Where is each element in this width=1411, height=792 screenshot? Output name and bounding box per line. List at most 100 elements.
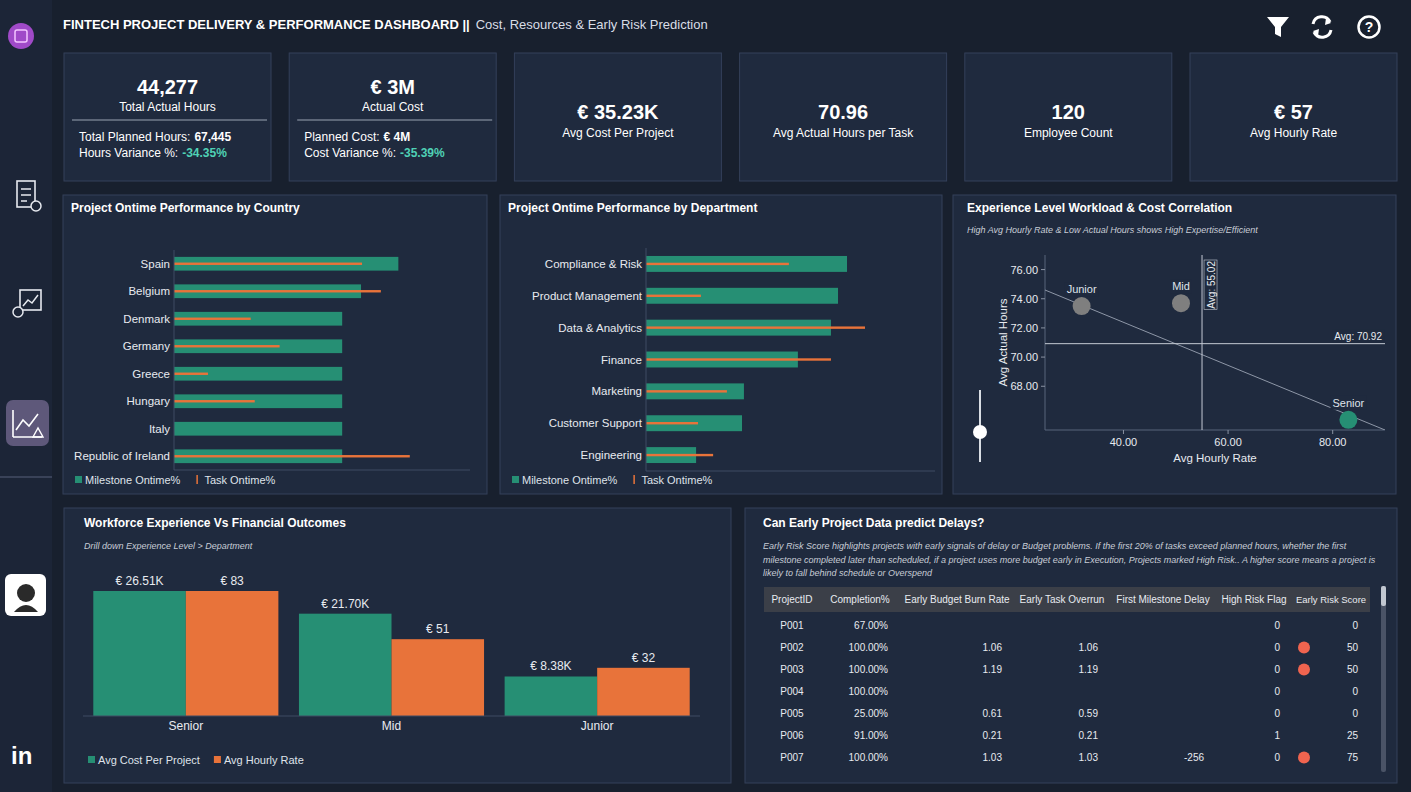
task-marker bbox=[646, 295, 701, 297]
column-header: Early Budget Burn Rate bbox=[904, 594, 1009, 605]
table-cell: 0 bbox=[1274, 686, 1280, 697]
category-label: Junior bbox=[581, 719, 614, 733]
table-cell: 100.00% bbox=[849, 686, 889, 697]
tick-label: 80.00 bbox=[1319, 436, 1347, 448]
plot-area bbox=[93, 591, 689, 716]
category-label: Marketing bbox=[592, 385, 643, 397]
legend-label: Avg Cost Per Project bbox=[98, 754, 200, 766]
bar bbox=[646, 256, 847, 272]
help-button[interactable]: ? bbox=[1365, 19, 1374, 35]
tick bbox=[1228, 430, 1229, 434]
tick bbox=[1041, 327, 1045, 328]
nav-active bbox=[6, 400, 49, 446]
separator bbox=[0, 477, 52, 478]
kpi-detail-value: € 4M bbox=[384, 130, 411, 144]
kpi-value: 44,277 bbox=[137, 76, 198, 98]
tick-label: 40.00 bbox=[1110, 436, 1138, 448]
plot-area bbox=[174, 257, 410, 463]
average-label: Avg: 70.92 bbox=[1334, 331, 1382, 342]
scrollbar-thumb bbox=[1381, 586, 1386, 606]
legend-label: Task Ontime% bbox=[204, 474, 275, 486]
kpi-value: € 57 bbox=[1274, 101, 1313, 123]
table-cell: 91.00% bbox=[854, 730, 888, 741]
table-cell: 0 bbox=[1352, 686, 1358, 697]
linkedin-link[interactable]: in bbox=[11, 742, 32, 769]
axis-line bbox=[83, 716, 700, 717]
trend-line bbox=[1045, 290, 1385, 430]
table-cell: 100.00% bbox=[849, 642, 889, 653]
column-header: First Milestone Delay bbox=[1116, 594, 1209, 605]
category-label: Senior bbox=[168, 719, 203, 733]
filter-icon bbox=[1267, 17, 1289, 37]
table-cell: 50 bbox=[1347, 642, 1359, 653]
axis-title: Avg Hourly Rate bbox=[1173, 452, 1257, 464]
chart-title: Project Ontime Performance by Country bbox=[71, 201, 300, 215]
bar bbox=[646, 415, 742, 431]
divider bbox=[72, 120, 267, 121]
table-cell: P004 bbox=[780, 686, 804, 697]
kpi-label: Avg Hourly Rate bbox=[1250, 126, 1337, 140]
chart-title: Project Ontime Performance by Department bbox=[508, 201, 757, 215]
table-cell: 1 bbox=[1274, 730, 1280, 741]
chart-title: Workforce Experience Vs Financial Outcom… bbox=[84, 516, 346, 530]
legend-swatch bbox=[196, 475, 198, 484]
bar bbox=[174, 394, 342, 408]
category-label: Customer Support bbox=[549, 417, 643, 429]
task-marker bbox=[646, 454, 713, 456]
category-label: Data & Analytics bbox=[558, 322, 642, 334]
table-cell: 0 bbox=[1274, 708, 1280, 719]
plot-area bbox=[646, 256, 865, 463]
chart-subtitle: High Avg Hourly Rate & Low Actual Hours … bbox=[967, 225, 1258, 235]
risk-icon bbox=[1298, 642, 1310, 654]
panel bbox=[500, 195, 942, 494]
legend-swatch bbox=[512, 476, 519, 483]
table-cell: 1.03 bbox=[1079, 752, 1099, 763]
legend-swatch bbox=[633, 475, 635, 484]
nav-icon bbox=[21, 189, 31, 201]
table-cell: 1.19 bbox=[983, 664, 1003, 675]
task-marker bbox=[646, 390, 727, 392]
axis-line bbox=[646, 248, 647, 471]
table-cell: 100.00% bbox=[849, 664, 889, 675]
data-label: € 8.38K bbox=[530, 659, 571, 673]
column-header: Early Task Overrun bbox=[1020, 594, 1105, 605]
kpi-detail-value: -35.39% bbox=[400, 146, 445, 160]
kpi-card bbox=[1190, 53, 1397, 181]
category-label: Italy bbox=[149, 423, 170, 435]
category-label: Spain bbox=[141, 258, 170, 270]
task-marker bbox=[646, 358, 831, 360]
table-cell: P005 bbox=[780, 708, 804, 719]
kpi-detail-value: -34.35% bbox=[182, 146, 227, 160]
tick-label: 74.00 bbox=[1010, 293, 1038, 305]
task-marker bbox=[174, 345, 280, 347]
kpi-label: Total Actual Hours bbox=[119, 100, 216, 114]
point bbox=[1073, 297, 1091, 315]
panel bbox=[745, 508, 1397, 783]
bar bbox=[299, 614, 392, 716]
tick bbox=[1041, 357, 1045, 358]
logo bbox=[8, 23, 34, 49]
task-marker bbox=[646, 263, 789, 265]
kpi-detail-label: Cost Variance %: bbox=[304, 146, 396, 160]
kpi-detail-label: Total Planned Hours: bbox=[79, 130, 190, 144]
bar bbox=[646, 383, 744, 399]
legend-label: Avg Hourly Rate bbox=[224, 754, 304, 766]
chart-subtitle: Drill down Experience Level > Department bbox=[84, 541, 253, 551]
legend-label: Milestone Ontime% bbox=[522, 474, 618, 486]
point-label: Junior bbox=[1067, 283, 1097, 295]
tick bbox=[1332, 430, 1333, 434]
bar bbox=[174, 422, 342, 436]
table-cell: 0.21 bbox=[1079, 730, 1099, 741]
logo-chip bbox=[15, 30, 27, 42]
legend-label: Task Ontime% bbox=[641, 474, 712, 486]
average-line bbox=[1045, 343, 1385, 344]
nav-icon bbox=[13, 307, 23, 317]
kpi-card bbox=[965, 53, 1172, 181]
kpi-label: Avg Cost Per Project bbox=[562, 126, 674, 140]
category-label: Germany bbox=[123, 340, 171, 352]
point-label: Mid bbox=[1172, 280, 1190, 292]
table-cell: P002 bbox=[780, 642, 804, 653]
point bbox=[1339, 411, 1357, 429]
table-title: Can Early Project Data predict Delays? bbox=[763, 516, 984, 530]
tick bbox=[1041, 298, 1045, 299]
